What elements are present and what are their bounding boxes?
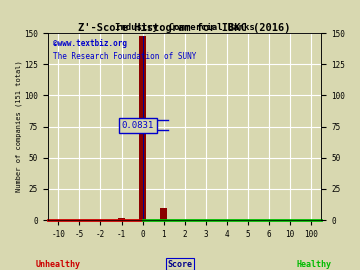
Text: The Research Foundation of SUNY: The Research Foundation of SUNY (53, 52, 197, 61)
Text: Industry: Commercial Banks: Industry: Commercial Banks (115, 23, 255, 32)
Bar (139, 36, 146, 220)
Text: Unhealthy: Unhealthy (36, 260, 81, 269)
Title: Z'-Score Histogram for IBKC (2016): Z'-Score Histogram for IBKC (2016) (78, 23, 291, 33)
Text: Healthy: Healthy (296, 260, 331, 269)
Bar (143, 36, 144, 220)
Bar (160, 208, 167, 220)
Y-axis label: Number of companies (151 total): Number of companies (151 total) (15, 61, 22, 193)
Text: Score: Score (167, 260, 193, 269)
Text: 0.0831: 0.0831 (122, 121, 154, 130)
Bar (118, 218, 125, 220)
Text: ©www.textbiz.org: ©www.textbiz.org (53, 39, 127, 48)
